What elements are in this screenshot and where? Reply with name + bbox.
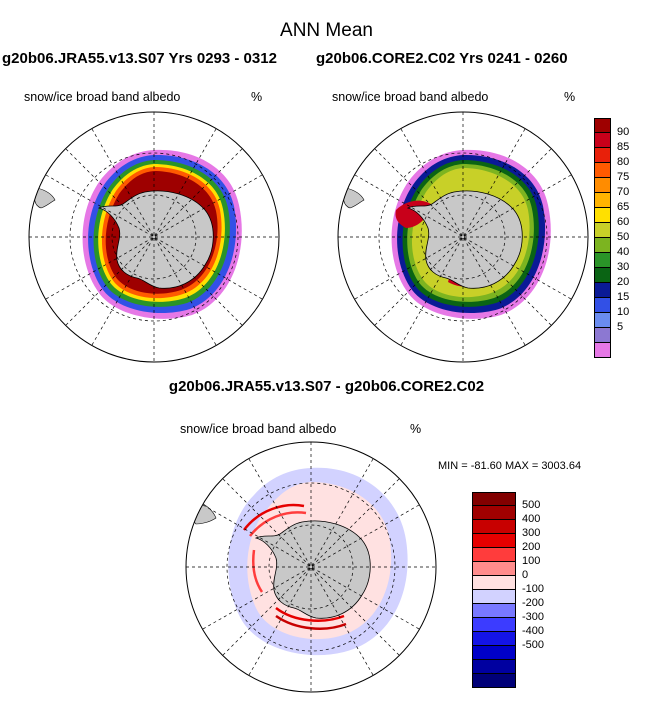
colorbar-main-label: 5 — [617, 321, 624, 333]
panel-a-case-title: g20b06.JRA55.v13.S07 Yrs 0293 - 0312 — [2, 50, 277, 67]
difference-units-label: % — [410, 422, 422, 436]
colorbar-main-box — [594, 118, 611, 133]
colorbar-diff-box — [472, 660, 516, 674]
south-america-land — [343, 187, 365, 209]
colorbar-diff-label: -100 — [522, 583, 545, 595]
difference-min-max: MIN = -81.60 MAX = 3003.64 — [438, 460, 582, 472]
colorbar-diff-box — [472, 562, 516, 576]
colorbar-main-box — [594, 163, 611, 178]
colorbar-main-box — [594, 268, 611, 283]
colorbar-main-label: 90 — [617, 126, 630, 138]
colorbar-main-label: 30 — [617, 261, 630, 273]
colorbar-main-box — [594, 208, 611, 223]
difference-variable-label: snow/ice broad band albedo — [180, 422, 337, 436]
map-graticule — [186, 442, 436, 692]
colorbar-main-label: 75 — [617, 171, 630, 183]
colorbar-main-box — [594, 328, 611, 343]
figure-title: ANN Mean — [280, 20, 373, 41]
colorbar-diff-label: 500 — [522, 499, 541, 511]
colorbar-main-label: 10 — [617, 306, 630, 318]
colorbar-main-box — [594, 223, 611, 238]
colorbar-main-label: 80 — [617, 156, 630, 168]
colorbar-main-box — [594, 148, 611, 163]
colorbar-diff-label: -300 — [522, 611, 545, 623]
colorbar-main-box — [594, 343, 611, 358]
south-america-land — [34, 187, 56, 209]
colorbar-main-box — [594, 298, 611, 313]
colorbar-main-box — [594, 133, 611, 148]
colorbar-diff-box — [472, 534, 516, 548]
panel-a-polar-map — [28, 111, 280, 363]
colorbar-main-box — [594, 238, 611, 253]
colorbar-diff-label: -500 — [522, 639, 545, 651]
colorbar-main-box — [594, 313, 611, 328]
colorbar-diff-box — [472, 618, 516, 632]
colorbar-main-box — [594, 253, 611, 268]
colorbar-main-label: 60 — [617, 216, 630, 228]
colorbar-main-box — [594, 193, 611, 208]
colorbar-main-label: 15 — [617, 291, 630, 303]
colorbar-diff-box — [472, 492, 516, 506]
colorbar-main-label: 40 — [617, 246, 630, 258]
colorbar-diff-label: 100 — [522, 555, 541, 567]
panel-a-variable-label: snow/ice broad band albedo — [24, 90, 181, 104]
colorbar-diff-label: 300 — [522, 527, 541, 539]
colorbar-diff-label: 0 — [522, 569, 529, 581]
panel-b-polar-map — [337, 111, 589, 363]
colorbar-diff-label: 200 — [522, 541, 541, 553]
colorbar-diff-box — [472, 548, 516, 562]
colorbar-main-label: 50 — [617, 231, 630, 243]
colorbar-main-box — [594, 178, 611, 193]
colorbar-diff-box — [472, 520, 516, 534]
map-graticule — [338, 112, 588, 362]
difference-polar-map — [185, 441, 437, 693]
colorbar-diff-box — [472, 646, 516, 660]
colorbar-main-label: 65 — [617, 201, 630, 213]
colorbar-diff-box — [472, 604, 516, 618]
colorbar-diff-box — [472, 590, 516, 604]
colorbar-diff-label: -200 — [522, 597, 545, 609]
colorbar-main-box — [594, 283, 611, 298]
colorbar-diff-label: -400 — [522, 625, 545, 637]
colorbar-main-label: 70 — [617, 186, 630, 198]
colorbar-diff-box — [472, 576, 516, 590]
colorbar-diff-box — [472, 674, 516, 688]
colorbar-diff-label: 400 — [522, 513, 541, 525]
panel-b-variable-label: snow/ice broad band albedo — [332, 90, 489, 104]
map-graticule — [29, 112, 279, 362]
colorbar-diff-box — [472, 632, 516, 646]
colorbar-diff-box — [472, 506, 516, 520]
panel-a-units-label: % — [251, 90, 263, 104]
colorbar-main-label: 85 — [617, 141, 630, 153]
panel-b-case-title: g20b06.CORE2.C02 Yrs 0241 - 0260 — [316, 50, 568, 67]
colorbar-main-label: 20 — [617, 276, 630, 288]
difference-title: g20b06.JRA55.v13.S07 - g20b06.CORE2.C02 — [168, 378, 485, 395]
panel-b-units-label: % — [564, 90, 576, 104]
